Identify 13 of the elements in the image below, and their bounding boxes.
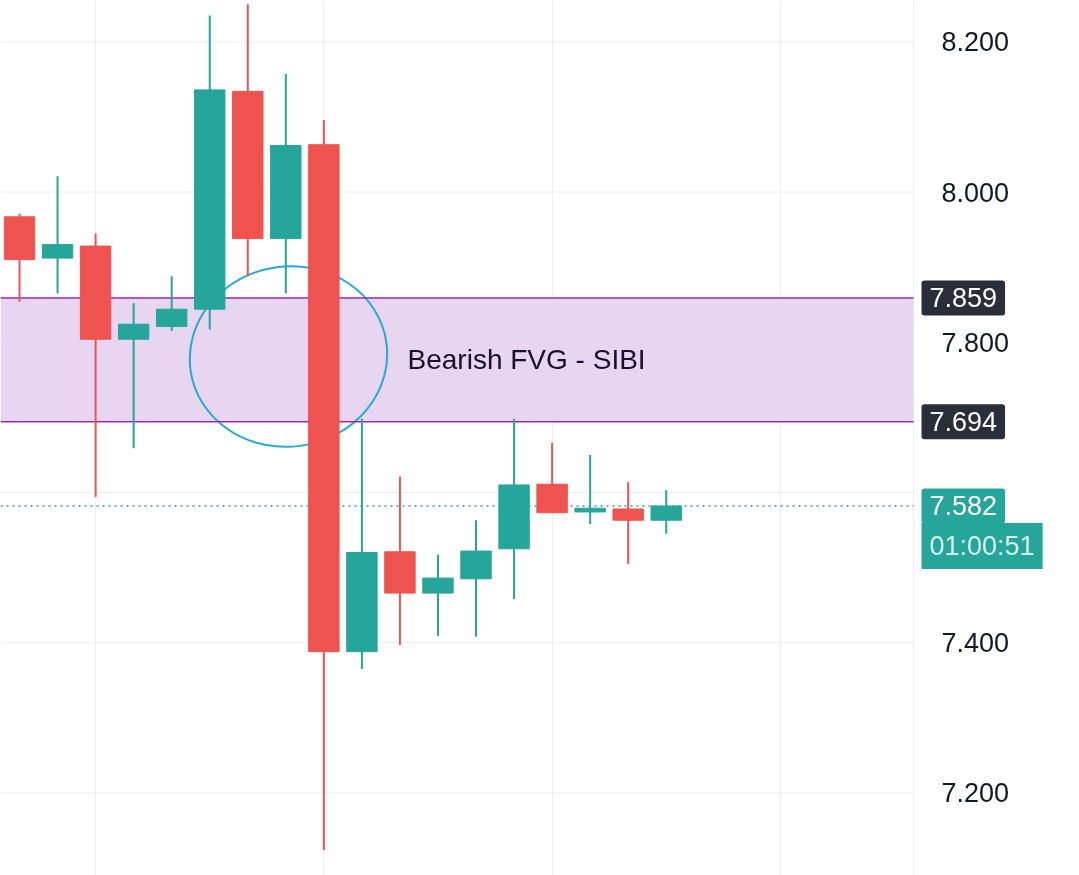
candlestick <box>41 175 74 295</box>
candlestick <box>117 302 150 450</box>
y-tick-label: 7.400 <box>941 628 1010 659</box>
ref-line-label: 7.694 <box>929 407 998 438</box>
y-tick-label: 8.200 <box>941 27 1010 58</box>
text: 01:00:51 <box>929 530 1035 561</box>
y-tick-label: 7.200 <box>941 778 1010 809</box>
ref-line-label: 7.859 <box>929 283 998 314</box>
band-label: Bearish FVG - SIBI <box>407 344 646 376</box>
ref-line-label: 7.582 <box>929 491 998 522</box>
y-tick-label: 7.800 <box>941 327 1010 358</box>
candlestick <box>612 480 644 565</box>
y-tick-label: 8.000 <box>941 177 1010 208</box>
